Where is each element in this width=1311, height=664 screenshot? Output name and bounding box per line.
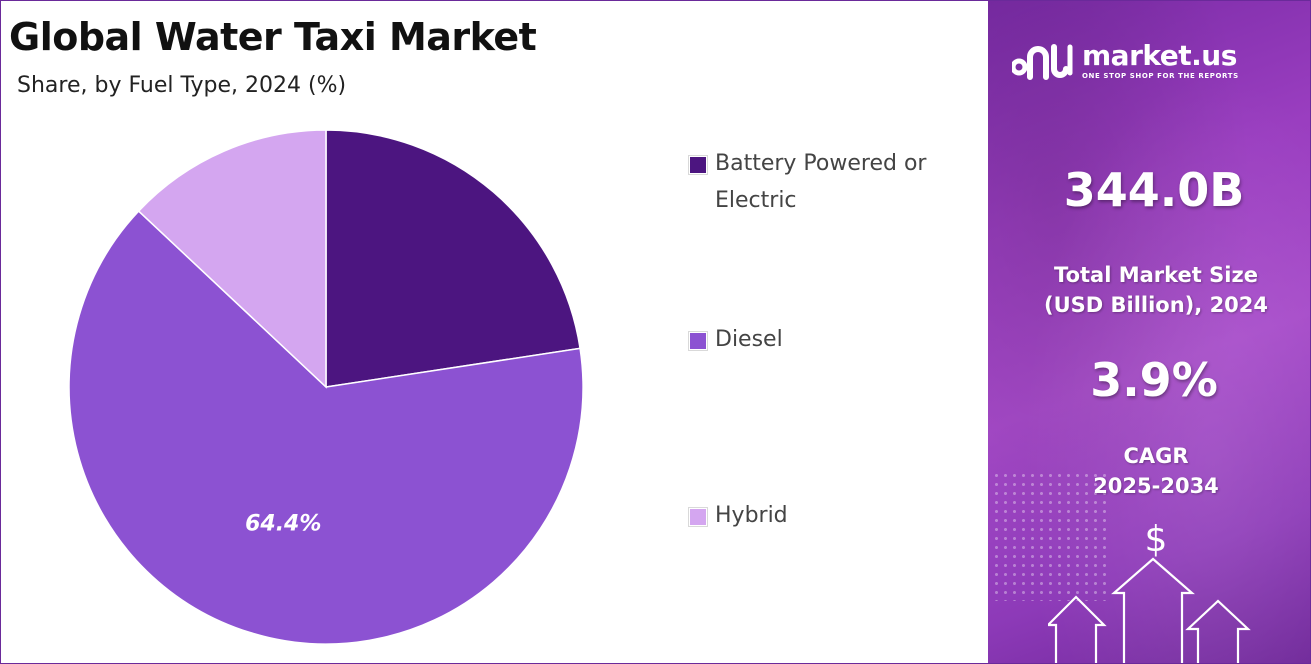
- pie-slice-hybrid: [137, 129, 327, 389]
- cagr-label-line2: 2025-2034: [1093, 474, 1219, 498]
- legend-swatch-hybrid: [689, 508, 707, 526]
- dollar-icon: $: [1144, 519, 1168, 560]
- chart-title: Global Water Taxi Market: [9, 15, 537, 59]
- chart-subtitle: Share, by Fuel Type, 2024 (%): [17, 73, 347, 98]
- market-size-label-line2: (USD Billion), 2024: [1043, 293, 1269, 317]
- market-size-label-line1: Total Market Size: [1054, 263, 1258, 287]
- pie-chart: 64.4%: [68, 129, 584, 645]
- legend-label-battery: Battery Powered or Electric: [715, 151, 927, 213]
- legend-swatch-diesel: [689, 332, 707, 350]
- brand-tagline: ONE STOP SHOP FOR THE REPORTS: [1082, 71, 1239, 80]
- legend-item-battery: Battery Powered or Electric: [689, 151, 965, 219]
- market-size-value: 344.0B: [1063, 163, 1245, 217]
- pie-slice-diesel: [68, 210, 584, 645]
- panel-texture: [988, 1, 1310, 663]
- stats-panel: market.us ONE STOP SHOP FOR THE REPORTS …: [988, 1, 1310, 663]
- chart-panel: Global Water Taxi Market Share, by Fuel …: [1, 1, 987, 663]
- cagr-value: 3.9%: [1090, 353, 1218, 407]
- legend-swatch-battery: [689, 156, 707, 174]
- growth-arrows-icon: [1048, 557, 1251, 663]
- brand-logo: market.us ONE STOP SHOP FOR THE REPORTS: [1012, 39, 1239, 81]
- cagr-label-line1: CAGR: [1123, 444, 1189, 468]
- brand-name: market.us: [1082, 38, 1237, 72]
- legend-label-hybrid: Hybrid: [715, 503, 788, 528]
- legend-label-diesel: Diesel: [715, 327, 783, 352]
- legend-item-diesel: Diesel: [689, 327, 965, 358]
- pie-data-label-diesel: 64.4%: [245, 511, 321, 536]
- market-us-logo-icon: [1012, 44, 1073, 80]
- pie-slice-battery: [325, 129, 581, 388]
- dot-pattern: [992, 471, 1112, 601]
- legend-item-hybrid: Hybrid: [689, 503, 965, 534]
